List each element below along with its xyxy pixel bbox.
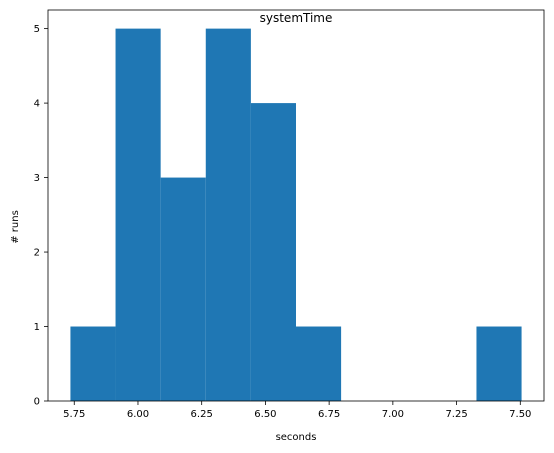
x-tick-label: 6.00: [127, 409, 149, 420]
bars-group: [70, 28, 522, 402]
histogram-bar: [70, 326, 116, 401]
histogram-bar: [115, 28, 161, 402]
x-axis-label: seconds: [276, 432, 317, 443]
y-tick-label: 4: [34, 99, 40, 110]
x-tick-label: 6.75: [318, 409, 340, 420]
x-tick-label: 6.25: [191, 409, 213, 420]
y-tick-label: 5: [34, 24, 40, 35]
x-tick-label: 7.25: [445, 409, 467, 420]
histogram-bar: [160, 177, 206, 401]
histogram-bar: [296, 326, 342, 401]
y-axis: 0 1 2 3 4 5: [34, 24, 48, 408]
x-tick-label: 5.75: [63, 409, 85, 420]
histogram-bar: [205, 28, 251, 402]
y-tick-label: 2: [34, 248, 40, 259]
y-tick-label: 1: [34, 322, 40, 333]
plot-frame: [47, 9, 545, 402]
x-tick-label: 7.50: [509, 409, 531, 420]
x-tick-label: 7.00: [382, 409, 404, 420]
x-axis: 5.75 6.00 6.25 6.50 6.75 7.00 7.25 7.50: [63, 401, 531, 420]
histogram-bar: [250, 103, 296, 401]
y-tick-label: 3: [34, 173, 40, 184]
chart-title: systemTime: [260, 11, 333, 25]
x-tick-label: 6.50: [254, 409, 276, 420]
histogram-bar: [476, 326, 522, 401]
y-axis-label: # runs: [10, 210, 21, 244]
y-tick-label: 0: [34, 397, 40, 408]
